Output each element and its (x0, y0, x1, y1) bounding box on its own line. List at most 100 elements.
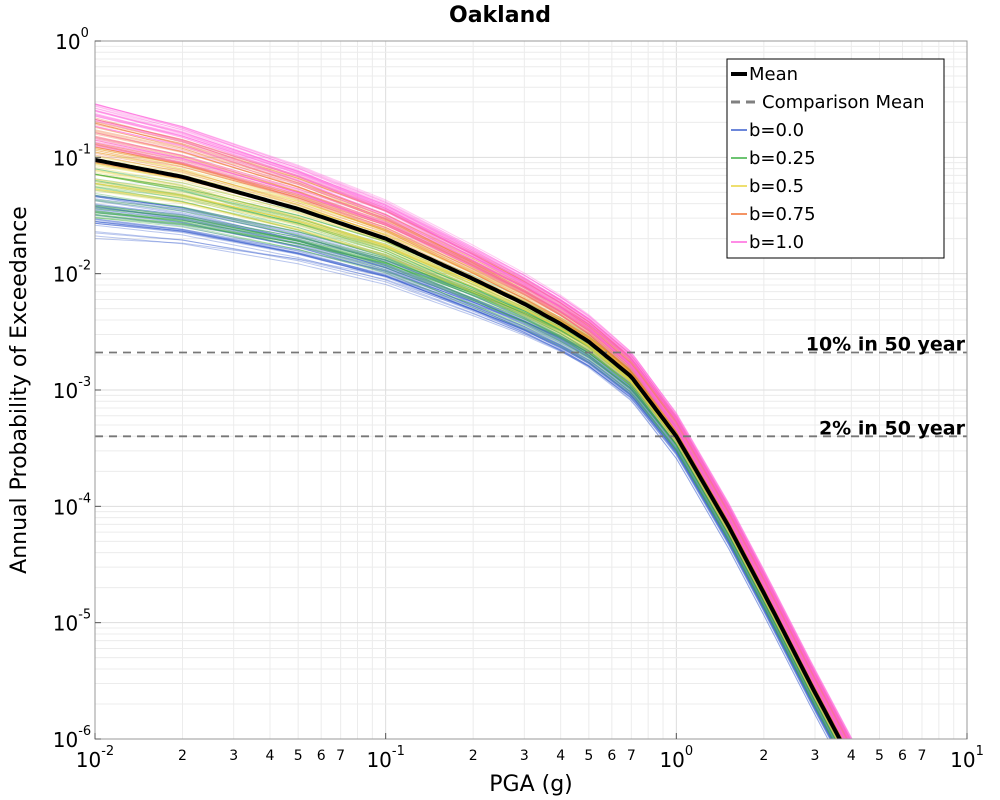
series-curve-1 (95, 193, 834, 739)
series-curve-1 (95, 179, 837, 739)
series-curve-4 (95, 105, 849, 739)
series-curve-1 (95, 168, 846, 739)
x-minor-tick-label: 7 (627, 748, 636, 764)
x-minor-tick-label: 7 (918, 748, 927, 764)
series-curve-2 (95, 157, 849, 739)
series-curve-0 (95, 214, 831, 739)
series-curve-3 (95, 132, 847, 739)
series-curve-4 (95, 111, 850, 739)
series-curve-2 (95, 155, 848, 739)
series-curve-3 (95, 137, 846, 739)
series-curve-4 (95, 144, 847, 739)
x-minor-tick-label: 5 (875, 748, 884, 764)
x-minor-tick-label: 4 (847, 748, 856, 764)
series-curve-3 (95, 118, 850, 739)
series-curve-3 (95, 146, 848, 739)
series-curve-1 (95, 213, 839, 739)
series-curve-4 (95, 137, 850, 739)
series-curve-3 (95, 124, 852, 739)
series-curve-4 (95, 126, 852, 739)
series-curve-0 (95, 206, 836, 739)
series-curve-0 (95, 203, 837, 739)
series-curve-3 (95, 118, 851, 739)
series-curve-4 (95, 110, 845, 739)
series-curve-4 (95, 103, 849, 739)
series-curve-4 (95, 139, 845, 739)
y-tick-label: 10-6 (53, 724, 91, 752)
series-curve-4 (95, 136, 846, 739)
y-tick-label: 10-4 (53, 491, 91, 519)
x-minor-tick-label: 3 (811, 748, 820, 764)
series-curve-0 (95, 196, 829, 739)
series-curve-1 (95, 210, 846, 739)
series-curve-4 (95, 114, 845, 739)
series-curve-3 (95, 139, 846, 739)
series-curve-0 (95, 205, 829, 739)
series-curve-3 (95, 143, 844, 739)
x-minor-tick-label: 2 (178, 748, 187, 764)
series-curve-0 (95, 219, 833, 739)
series-curve-0 (95, 198, 838, 739)
series-curve-3 (95, 148, 851, 739)
series-curve-3 (95, 122, 844, 739)
series-curve-1 (95, 215, 844, 739)
series-curve-4 (95, 110, 846, 739)
series-curve-1 (95, 206, 839, 739)
series-curve-3 (95, 146, 850, 739)
series-curve-3 (95, 146, 845, 739)
x-axis-label: PGA (g) (489, 772, 573, 797)
series-curve-4 (95, 143, 850, 739)
series-curve-1 (95, 174, 836, 739)
series-curve-4 (95, 132, 851, 739)
series-curve-1 (95, 186, 846, 739)
series-curve-1 (95, 173, 839, 739)
series-curve-4 (95, 112, 845, 739)
series-curve-1 (95, 208, 846, 739)
series-curve-1 (95, 205, 843, 739)
x-minor-tick-label: 4 (266, 748, 275, 764)
series-curve-4 (95, 114, 853, 739)
series-curve-0 (95, 218, 833, 739)
series-curve-2 (95, 159, 848, 739)
x-minor-tick-label: 5 (294, 748, 303, 764)
series-curve-4 (95, 118, 844, 739)
series-curve-0 (95, 221, 834, 739)
x-tick-label: 10-2 (76, 744, 114, 772)
series-curve-4 (95, 109, 848, 739)
series-curve-2 (95, 158, 844, 739)
series-curve-3 (95, 120, 849, 739)
reference-lines: 10% in 50 year 2% in 50 year (95, 334, 967, 439)
x-minor-tick-label: 5 (584, 748, 593, 764)
x-minor-tick-label: 6 (898, 748, 907, 764)
series-curve-4 (95, 138, 844, 739)
legend-box (726, 58, 945, 259)
series-curve-4 (95, 139, 846, 739)
series-curve-3 (95, 132, 848, 739)
series-curve-0 (95, 211, 834, 739)
series-curve-1 (95, 216, 845, 739)
y-tick-label: 10-5 (53, 608, 91, 636)
x-tick-label: 100 (659, 744, 693, 772)
y-axis-ticks: 100 10-1 10-2 10-3 10-4 10-5 10-6 (53, 26, 101, 752)
legend-entry-label: b=0.5 (749, 176, 804, 197)
series-curve-4 (95, 107, 852, 739)
series-curve-0 (95, 235, 832, 739)
series-curve-0 (95, 224, 831, 739)
series-curve-1 (95, 173, 834, 739)
series-curve-1 (95, 168, 836, 739)
series-curve-0 (95, 196, 835, 739)
series-curve-2 (95, 188, 847, 739)
x-minor-tick-label: 3 (229, 748, 238, 764)
series-curve-3 (95, 121, 850, 739)
series-curve-3 (95, 127, 849, 739)
series-curve-0 (95, 208, 837, 739)
series-curve-0 (95, 222, 834, 739)
x-minor-tick-label: 3 (520, 748, 529, 764)
series-curve-2 (95, 182, 845, 739)
reference-line-label: 10% in 50 year (806, 334, 966, 356)
series-curve-0 (95, 209, 832, 739)
legend-entry-label: b=0.75 (749, 204, 816, 225)
legend-entry-label: b=0.0 (749, 120, 804, 141)
reference-line-label: 2% in 50 year (819, 417, 966, 439)
